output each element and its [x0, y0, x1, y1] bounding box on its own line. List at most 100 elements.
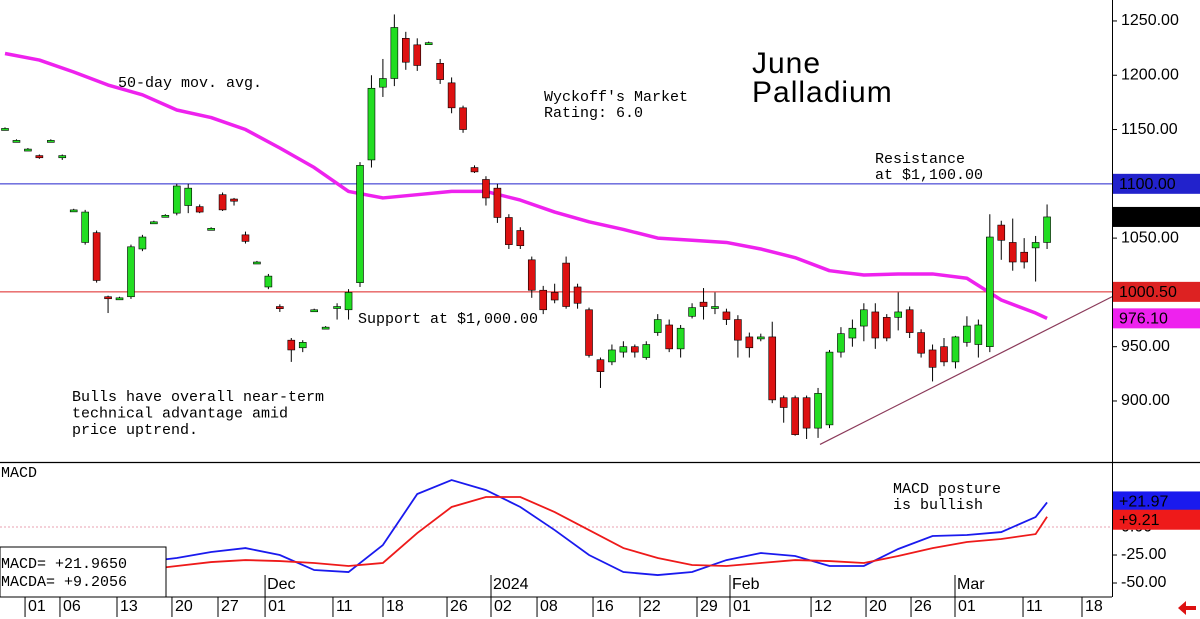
month-label: Mar	[957, 576, 985, 593]
candle-body	[699, 301, 708, 307]
x-tick-label: 11	[1026, 598, 1043, 615]
candle-body	[298, 342, 307, 349]
candle-body	[12, 140, 21, 143]
candle-body	[150, 221, 158, 225]
candle-body	[539, 289, 548, 311]
x-tick-label: 12	[814, 598, 832, 615]
candle-body	[871, 311, 880, 339]
candle-body	[527, 259, 536, 291]
x-tick-label: 06	[63, 598, 81, 615]
x-tick-label: 27	[221, 598, 239, 615]
y-tick-label: 1050.00	[1121, 229, 1179, 246]
comment: MACD posture	[893, 481, 1001, 498]
x-tick-label: 26	[914, 598, 932, 615]
candle-body	[848, 327, 857, 339]
month-label: Feb	[732, 576, 760, 593]
x-tick-label: 20	[175, 598, 193, 615]
candle-body	[1031, 242, 1040, 249]
ma-tag-box	[1113, 308, 1200, 329]
candle-body	[963, 325, 971, 343]
candle-body	[585, 309, 593, 356]
candle-body	[115, 297, 124, 301]
candle-body	[459, 107, 467, 130]
candle-body	[58, 155, 67, 159]
candle-body	[974, 324, 983, 345]
candle-body	[470, 167, 479, 173]
plot: 900.00 950.00 1050.00 1150.00 1200.00 1250.00…	[0, 12, 1200, 617]
candle-body	[711, 306, 719, 309]
x-tick-label: 16	[596, 598, 614, 615]
candle-body	[734, 319, 742, 341]
y-tick-label: 900.00	[1121, 392, 1170, 409]
candle-body	[172, 185, 181, 214]
candle-body	[676, 327, 685, 350]
candle-body	[424, 42, 433, 45]
candle-body	[356, 165, 364, 283]
macd-tag-label: +9.21	[1119, 512, 1160, 529]
candle-body	[882, 317, 891, 339]
ma-tag-label: 976.10	[1119, 311, 1168, 328]
macd-tag-label: +21.97	[1119, 494, 1168, 511]
y-tick-label: 1250.00	[1121, 12, 1179, 29]
candle-body	[195, 206, 204, 213]
comment: technical advantage amid	[72, 405, 288, 422]
macd-line	[4, 496, 1048, 571]
candle-body	[493, 187, 502, 218]
candle-body	[1043, 216, 1051, 243]
candle-body	[390, 27, 399, 79]
candle-body	[516, 230, 525, 247]
candle-body	[665, 324, 673, 350]
scroll-arrow[interactable]	[1178, 601, 1196, 615]
x-tick-label: 01	[268, 598, 286, 615]
close-tag-label: 1069.50	[1119, 209, 1177, 226]
level-note: Resistance	[875, 151, 965, 168]
x-tick-label: 22	[643, 598, 661, 615]
x-tick-label: 20	[869, 598, 887, 615]
candle-body	[447, 82, 456, 109]
y-tick-label: 1150.00	[1121, 121, 1178, 138]
comment: Bulls have overall near-term	[72, 389, 324, 406]
y-tick-label: -25.00	[1121, 546, 1166, 563]
candle-body	[35, 155, 44, 159]
candle-body	[127, 246, 135, 298]
x-tick-label: 11	[336, 598, 353, 615]
candle-body	[344, 292, 353, 311]
candle-body	[619, 346, 628, 353]
candle-body	[905, 309, 914, 333]
candle-body	[814, 393, 822, 429]
candle-body	[333, 306, 341, 309]
candle-body	[596, 359, 605, 372]
candle-body	[47, 140, 55, 143]
candle-body	[642, 344, 651, 358]
month-label: 2024	[493, 576, 529, 593]
candle-body	[218, 194, 227, 211]
macd-tag-box	[1113, 509, 1200, 530]
chart-title: Palladium	[752, 76, 893, 109]
candle-body	[986, 236, 994, 347]
y-tick-label: -50.00	[1121, 574, 1166, 591]
candle-body	[161, 215, 170, 218]
ma-name: 50-day mov. avg.	[118, 75, 262, 92]
candle-body	[917, 332, 925, 354]
candle-body	[768, 336, 777, 401]
y-tick-label: 1200.00	[1121, 66, 1179, 83]
candle-body	[928, 349, 937, 368]
x-tick-label: 08	[540, 598, 558, 615]
x-tick-label: 01	[958, 598, 976, 615]
candle-body	[653, 319, 662, 333]
candle-body	[1008, 242, 1017, 263]
comment: price uptrend.	[72, 422, 198, 439]
candle-body	[230, 198, 238, 202]
macd-tag-box	[1113, 491, 1200, 512]
candle-body	[276, 306, 284, 309]
month-label: Dec	[267, 576, 295, 593]
candle-body	[505, 217, 513, 245]
level-note: Support at $1,000.00	[358, 311, 538, 328]
panel-title: MACD	[1, 465, 37, 482]
rating-note: Wyckoff's Market	[544, 89, 688, 106]
candle-body	[207, 228, 215, 231]
y-tick-label: 950.00	[1121, 338, 1170, 355]
